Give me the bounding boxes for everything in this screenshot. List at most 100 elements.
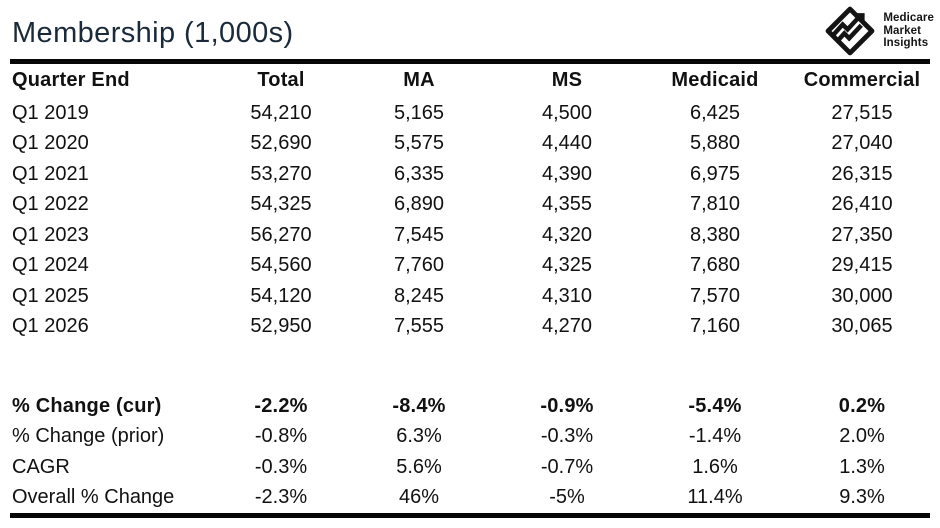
cell-ms: -0.9%: [540, 394, 594, 417]
cell-ma: [340, 342, 498, 391]
table-row: Q1 2024 54,560 7,760 4,325 7,680 29,415: [10, 250, 930, 281]
column-header-quarter-end: Quarter End: [12, 69, 130, 92]
cell-ms: [498, 342, 636, 391]
cell-ma: 5,575: [393, 132, 445, 155]
cell-ma: 7,555: [393, 315, 445, 338]
row-label: Q1 2022: [12, 193, 89, 216]
brand-name-line1: Medicare: [883, 12, 934, 25]
cell-medicaid: 8,380: [689, 223, 741, 246]
cell-commercial: 0.2%: [838, 394, 886, 417]
cell-total: -0.8%: [254, 425, 308, 448]
cell-medicaid: 6,425: [689, 101, 741, 124]
cell-ma: 6,890: [393, 193, 445, 216]
cell-medicaid: -5.4%: [688, 394, 742, 417]
cell-ma: 7,545: [393, 223, 445, 246]
cell-ma: -8.4%: [392, 394, 446, 417]
cell-ms: 4,500: [541, 101, 593, 124]
cell-ma: 46%: [398, 486, 440, 509]
row-label: [10, 342, 222, 391]
cell-total: 53,270: [250, 162, 312, 185]
cell-ms: -0.7%: [540, 455, 594, 478]
cell-ma: 7,760: [393, 254, 445, 277]
row-label: Q1 2025: [12, 284, 89, 307]
row-label: Q1 2024: [12, 254, 89, 277]
cell-medicaid: 7,570: [689, 284, 741, 307]
row-label: Overall % Change: [12, 486, 175, 509]
cell-ma: 6,335: [393, 162, 445, 185]
cell-ms: 4,355: [541, 193, 593, 216]
column-header-ma: MA: [403, 69, 435, 92]
table-row: Q1 2020 52,690 5,575 4,440 5,880 27,040: [10, 128, 930, 159]
row-label: Q1 2020: [12, 132, 89, 155]
cell-ma: 6.3%: [396, 425, 442, 448]
cell-medicaid: 1.6%: [692, 455, 738, 478]
cell-ms: 4,270: [541, 315, 593, 338]
row-label: CAGR: [12, 455, 70, 478]
diamond-chart-arrow-icon: [825, 6, 875, 56]
cell-ms: -5%: [549, 486, 585, 509]
cell-commercial: 27,350: [831, 223, 893, 246]
cell-ma: 8,245: [393, 284, 445, 307]
cell-commercial: 1.3%: [839, 455, 885, 478]
cell-medicaid: 7,810: [689, 193, 741, 216]
cell-commercial: [794, 342, 930, 391]
row-label: % Change (cur): [12, 394, 162, 417]
cell-commercial: 27,040: [831, 132, 893, 155]
table-row: Q1 2026 52,950 7,555 4,270 7,160 30,065: [10, 311, 930, 342]
cell-total: [222, 342, 340, 391]
header-row: Quarter End Total MA MS Medicaid Commercial: [10, 61, 930, 98]
cell-commercial: 9.3%: [839, 486, 885, 509]
brand-name-line3: Insights: [883, 37, 929, 50]
cell-ma: 5,165: [393, 101, 445, 124]
cell-total: -2.3%: [254, 486, 308, 509]
cell-total: 54,325: [250, 193, 312, 216]
cell-medicaid: -1.4%: [688, 425, 742, 448]
cell-medicaid: 7,160: [689, 315, 741, 338]
table-row: Q1 2025 54,120 8,245 4,310 7,570 30,000: [10, 281, 930, 312]
cell-commercial: 30,000: [831, 284, 893, 307]
row-label: Q1 2019: [12, 101, 89, 124]
membership-table: Quarter End Total MA MS Medicaid Commercial Q…: [10, 58, 930, 518]
table-row: Q1 2021 53,270 6,335 4,390 6,975 26,315: [10, 159, 930, 190]
column-header-medicaid: Medicaid: [671, 69, 759, 92]
table-row: Q1 2019 54,210 5,165 4,500 6,425 27,515: [10, 98, 930, 129]
cell-ms: 4,390: [541, 162, 593, 185]
cell-commercial: 29,415: [831, 254, 893, 277]
row-label: % Change (prior): [12, 425, 165, 448]
brand-name-line2: Market: [883, 24, 921, 37]
summary-row: % Change (cur) -2.2% -8.4% -0.9% -5.4% 0.2%: [10, 391, 930, 422]
cell-total: -0.3%: [254, 455, 308, 478]
cell-ms: 4,310: [541, 284, 593, 307]
brand-name: Medicare Market Insights: [883, 12, 934, 49]
spacer-row: [10, 342, 930, 391]
cell-total: -2.2%: [254, 394, 308, 417]
cell-total: 56,270: [250, 223, 312, 246]
summary-row: % Change (prior) -0.8% 6.3% -0.3% -1.4% 2.0%: [10, 421, 930, 452]
row-label: Q1 2021: [12, 162, 89, 185]
page-title: Membership (1,000s): [12, 17, 294, 49]
column-header-total: Total: [257, 69, 305, 92]
column-header-ms: MS: [551, 69, 583, 92]
cell-medicaid: 7,680: [689, 254, 741, 277]
cell-ms: 4,440: [541, 132, 593, 155]
brand-logo: Medicare Market Insights: [824, 5, 934, 57]
cell-medicaid: 11.4%: [687, 486, 743, 509]
cell-ms: 4,320: [541, 223, 593, 246]
cell-total: 54,560: [250, 254, 312, 277]
column-header-commercial: Commercial: [803, 69, 921, 92]
cell-ma: 5.6%: [396, 455, 442, 478]
cell-commercial: 30,065: [831, 315, 893, 338]
table-row: Q1 2023 56,270 7,545 4,320 8,380 27,350: [10, 220, 930, 251]
summary-row: CAGR -0.3% 5.6% -0.7% 1.6% 1.3%: [10, 452, 930, 483]
cell-total: 54,210: [250, 101, 312, 124]
table-row: Q1 2022 54,325 6,890 4,355 7,810 26,410: [10, 189, 930, 220]
cell-ms: -0.3%: [540, 425, 594, 448]
row-label: Q1 2026: [12, 315, 89, 338]
summary-row: Overall % Change -2.3% 46% -5% 11.4% 9.3%: [10, 482, 930, 515]
cell-medicaid: [636, 342, 794, 391]
cell-medicaid: 6,975: [689, 162, 741, 185]
cell-total: 52,690: [250, 132, 312, 155]
cell-commercial: 26,410: [831, 193, 893, 216]
cell-commercial: 26,315: [831, 162, 893, 185]
